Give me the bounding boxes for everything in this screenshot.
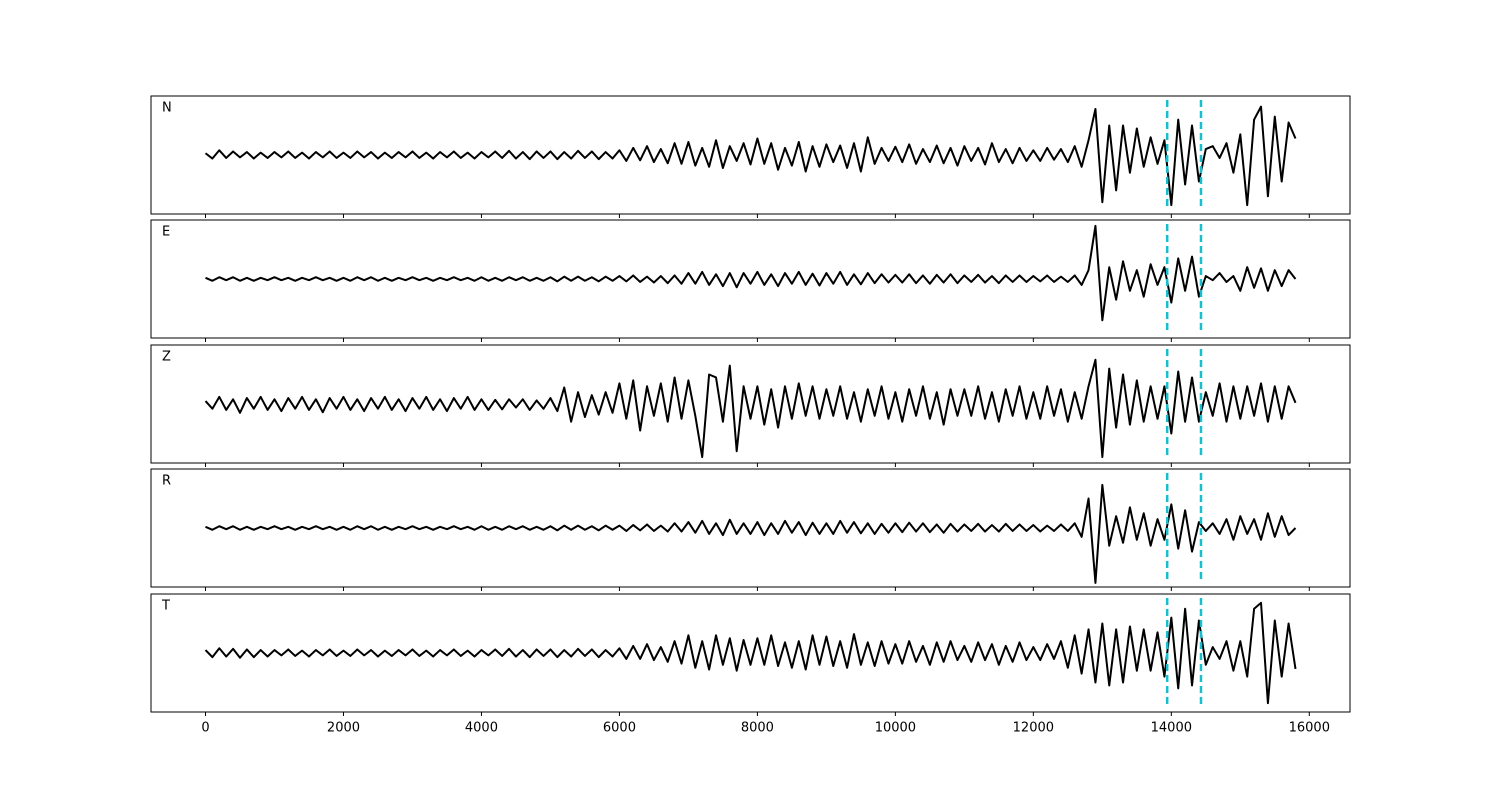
panel-label: E bbox=[162, 225, 170, 240]
panel-frame bbox=[150, 344, 1351, 464]
x-tick-label: 6000 bbox=[603, 721, 636, 736]
x-tick-label: 12000 bbox=[1013, 721, 1054, 736]
panel-label: N bbox=[162, 101, 172, 116]
trace bbox=[204, 601, 1297, 705]
x-tick-label: 10000 bbox=[875, 721, 916, 736]
panel-frame bbox=[150, 219, 1351, 339]
x-tick-label: 2000 bbox=[327, 721, 360, 736]
trace bbox=[204, 358, 1297, 459]
trace bbox=[205, 224, 1297, 322]
x-tick-label: 8000 bbox=[741, 721, 774, 736]
panel-label: T bbox=[161, 599, 170, 614]
panel-frame bbox=[150, 468, 1351, 588]
x-tick-label: 14000 bbox=[1151, 721, 1192, 736]
x-tick-label: 4000 bbox=[465, 721, 498, 736]
x-tick-label: 16000 bbox=[1289, 721, 1330, 736]
panel-label: R bbox=[162, 474, 171, 489]
x-tick-label: 0 bbox=[201, 721, 209, 736]
trace bbox=[204, 105, 1297, 207]
panel-frame bbox=[150, 593, 1351, 713]
panel-frame bbox=[150, 95, 1351, 215]
panel-label: Z bbox=[162, 350, 171, 365]
trace bbox=[205, 483, 1297, 584]
